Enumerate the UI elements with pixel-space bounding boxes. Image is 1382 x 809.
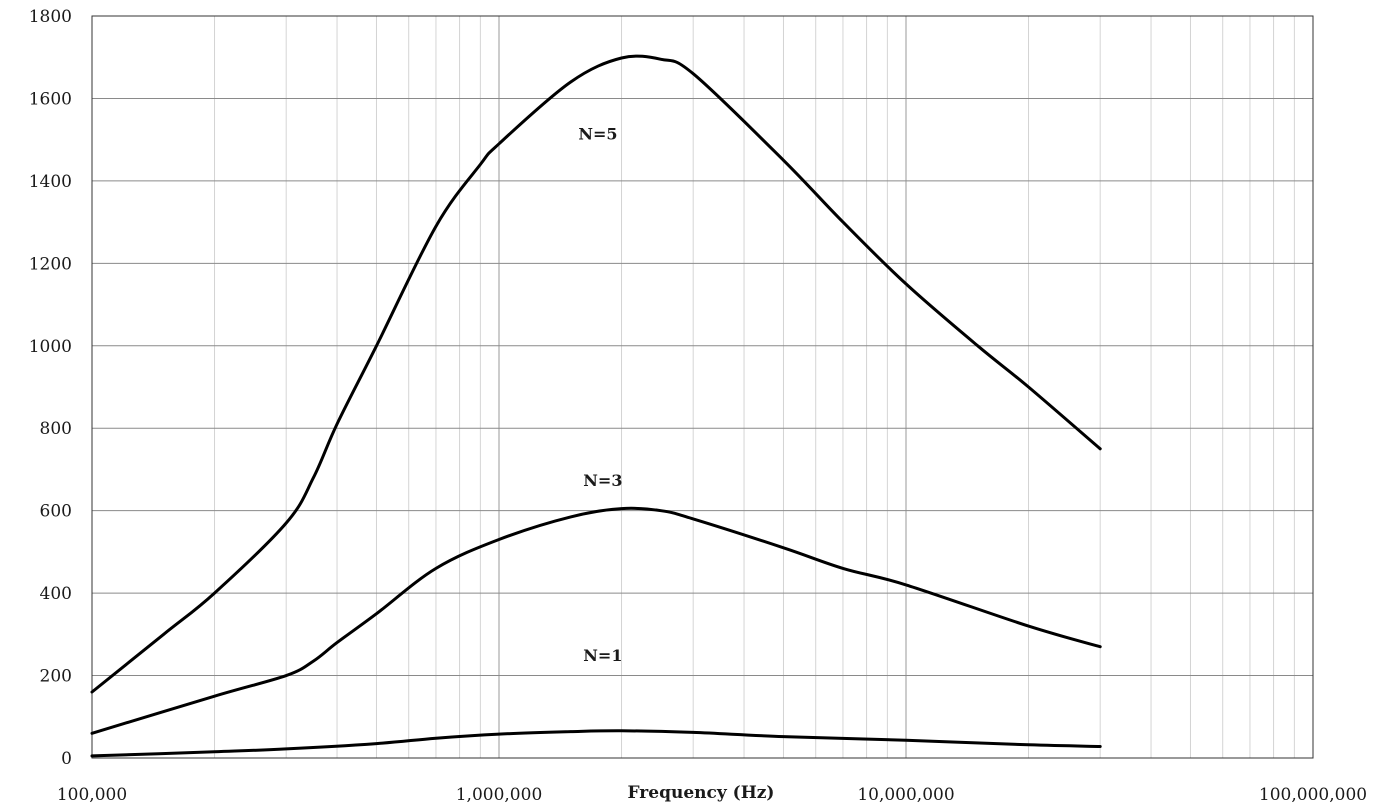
x-tick-label: 100,000: [57, 785, 127, 805]
y-tick-label: 600: [40, 502, 72, 522]
series-label-n5: N=5: [578, 125, 617, 144]
y-tick-label: 800: [40, 419, 72, 439]
series-label-n1: N=1: [583, 646, 622, 665]
plot-frame: [91, 15, 1314, 759]
series-labels: N=5 N=3 N=1: [578, 125, 622, 665]
y-axis-ticks: 0 200 400 600 800 1000 1200 1400 1600 1800: [29, 7, 72, 769]
x-axis-ticks: 100,000 1,000,000 10,000,000 100,000,000: [57, 785, 1367, 805]
x-tick-label: 100,000,000: [1259, 785, 1367, 805]
series-line-n5: [90, 54, 1102, 694]
y-tick-label: 200: [40, 667, 72, 687]
series-line-n3: [90, 506, 1102, 735]
series-line-n1: [90, 729, 1102, 758]
y-tick-label: 1200: [29, 254, 72, 274]
series-label-n3: N=3: [583, 471, 622, 490]
x-tick-label: 1,000,000: [456, 785, 543, 805]
series-lines: [90, 54, 1102, 758]
x-axis-title: Frequency (Hz): [628, 783, 775, 803]
y-tick-label: 1800: [29, 7, 72, 27]
y-tick-label: 1600: [29, 89, 72, 109]
y-tick-label: 1000: [29, 337, 72, 357]
grid: [91, 15, 1314, 759]
y-tick-label: 400: [40, 584, 72, 604]
x-tick-label: 10,000,000: [857, 785, 954, 805]
y-tick-label: 1400: [29, 172, 72, 192]
y-tick-label: 0: [61, 749, 72, 769]
